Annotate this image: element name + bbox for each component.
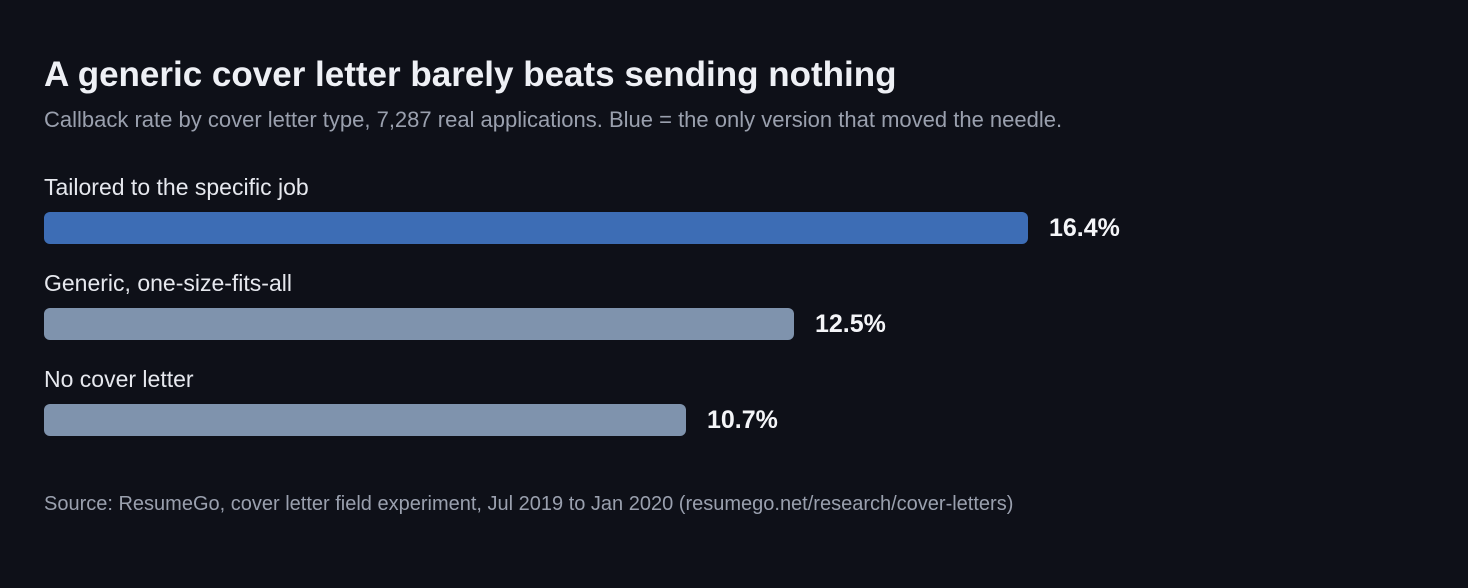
bar-category-label: No cover letter xyxy=(44,366,194,392)
bar-row xyxy=(44,404,686,436)
bar-value-label: 10.7% xyxy=(707,406,778,434)
chart-title: A generic cover letter barely beats send… xyxy=(44,55,897,94)
bar-row xyxy=(44,212,1028,244)
source-note: Source: ResumeGo, cover letter field exp… xyxy=(44,493,1014,515)
bar-value-label: 16.4% xyxy=(1049,214,1120,242)
bar-value-label: 12.5% xyxy=(815,310,886,338)
bar-category-label: Tailored to the specific job xyxy=(44,174,309,200)
bar-category-label: Generic, one-size-fits-all xyxy=(44,270,292,296)
bar xyxy=(44,308,794,340)
bar xyxy=(44,212,1028,244)
bar xyxy=(44,404,686,436)
bar-row xyxy=(44,308,794,340)
chart-subtitle: Callback rate by cover letter type, 7,28… xyxy=(44,107,1063,132)
